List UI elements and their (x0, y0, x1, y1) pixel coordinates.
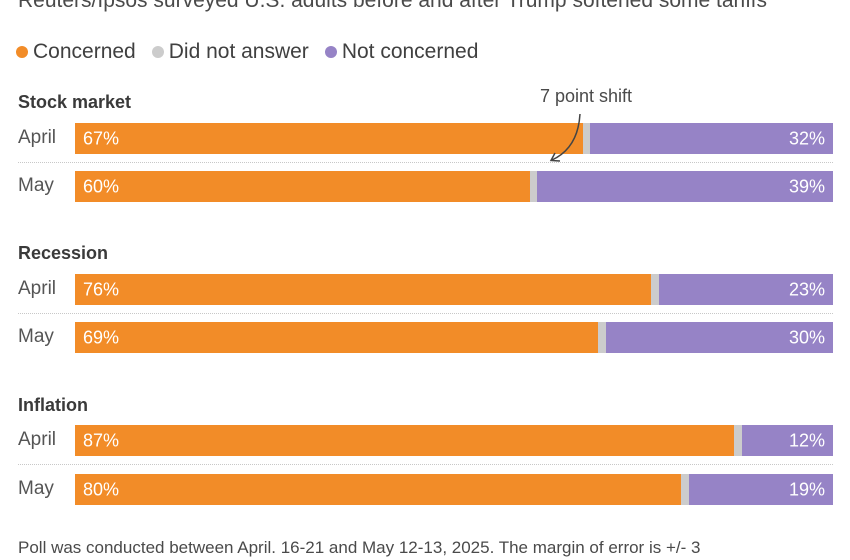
concerned-dot-icon (16, 46, 28, 58)
bar-recession-may: 69% 30% (75, 322, 833, 353)
group-title-inflation: Inflation (18, 395, 88, 415)
bar-label-not-concerned: 12% (788, 430, 825, 450)
chart-subtitle: Reuters/Ipsos surveyed U.S. adults befor… (18, 0, 767, 12)
bar-segment-did-not-answer (681, 474, 689, 505)
bar-inflation-april: 87% 12% (75, 425, 833, 456)
bar-label-concerned: 69% (83, 327, 120, 347)
footer-note: Poll was conducted between April. 16-21 … (18, 538, 701, 557)
row-label-inflation-may: May (18, 478, 54, 499)
annotation-text: 7 point shift (540, 86, 633, 106)
bar-segment-concerned: 76% (75, 274, 652, 305)
bar-label-concerned: 80% (83, 479, 120, 499)
legend: Concerned Did not answer Not concerned (16, 38, 494, 66)
legend-label-did-not-answer: Did not answer (168, 40, 309, 63)
bar-label-not-concerned: 23% (788, 279, 825, 299)
row-label-recession-april: April (18, 278, 57, 299)
bar-stock-market-april: 67% 32% (75, 123, 833, 154)
row-label-inflation-april: April (18, 429, 57, 450)
row-divider (18, 313, 833, 314)
bar-segment-not-concerned: 30% (605, 322, 833, 353)
legend-item-not-concerned: Not concerned (324, 40, 479, 64)
bar-stock-market-may: 60% 39% (75, 171, 833, 202)
bar-label-concerned: 87% (83, 430, 120, 450)
bar-inflation-may: 80% 19% (75, 474, 833, 505)
bar-segment-not-concerned: 12% (742, 425, 833, 456)
bar-segment-not-concerned: 19% (688, 474, 833, 505)
bar-segment-concerned: 67% (75, 123, 583, 154)
row-label-stock-market-may: May (18, 175, 54, 196)
bar-segment-did-not-answer (651, 274, 659, 305)
row-label-stock-market-april: April (18, 127, 57, 148)
legend-item-did-not-answer: Did not answer (151, 40, 309, 64)
bar-label-concerned: 76% (83, 279, 120, 299)
bar-segment-not-concerned: 32% (590, 123, 833, 154)
bar-segment-not-concerned: 39% (537, 171, 833, 202)
legend-label-not-concerned: Not concerned (341, 40, 479, 63)
bar-segment-did-not-answer (529, 171, 538, 202)
bar-segment-not-concerned: 23% (658, 274, 833, 305)
bar-segment-did-not-answer (734, 425, 743, 456)
bar-label-not-concerned: 30% (788, 327, 825, 347)
bar-label-not-concerned: 19% (788, 479, 825, 499)
group-title-recession: Recession (18, 243, 109, 263)
row-label-recession-may: May (18, 326, 54, 347)
bar-label-not-concerned: 32% (788, 128, 825, 148)
bar-segment-concerned: 60% (75, 171, 530, 202)
bar-segment-concerned: 69% (75, 322, 599, 353)
bar-label-concerned: 60% (83, 176, 120, 196)
not-concerned-dot-icon (324, 46, 337, 58)
did-not-answer-dot-icon (151, 46, 164, 58)
bar-segment-concerned: 87% (75, 425, 735, 456)
row-divider (18, 162, 833, 163)
bar-label-not-concerned: 39% (788, 176, 825, 196)
legend-label-concerned: Concerned (33, 40, 136, 63)
legend-item-concerned: Concerned (16, 40, 136, 64)
group-title-stock-market: Stock market (18, 92, 132, 112)
bar-segment-concerned: 80% (75, 474, 682, 505)
annotation-arrow-icon (549, 113, 581, 162)
bar-segment-did-not-answer (582, 123, 591, 154)
bar-label-concerned: 67% (83, 128, 120, 148)
bar-segment-did-not-answer (598, 322, 606, 353)
row-divider (18, 464, 833, 465)
bar-recession-april: 76% 23% (75, 274, 833, 305)
